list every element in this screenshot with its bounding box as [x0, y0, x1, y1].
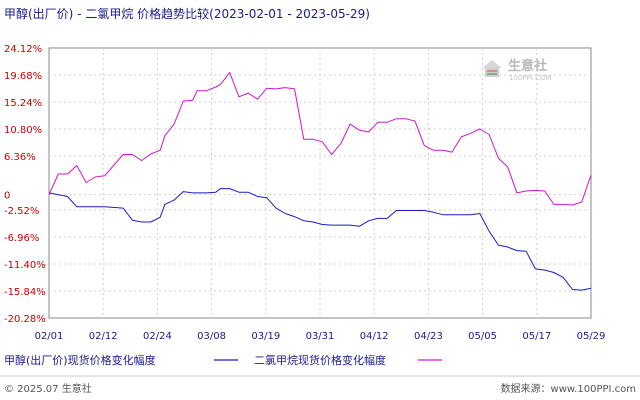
watermark-url: 100PPI.COM	[509, 74, 552, 82]
x-tick-label: 03/31	[306, 331, 335, 342]
x-tick-label: 02/24	[143, 331, 172, 342]
x-tick-label: 05/17	[522, 331, 551, 342]
x-axis-tick-labels: 02/01 02/12 02/24 03/08 03/19 03/31 04/12 04/23…	[35, 331, 606, 342]
house-logo-icon	[482, 60, 502, 68]
y-tick-label: 6.36%	[4, 152, 36, 163]
watermark-name: 生意社	[508, 58, 547, 74]
y-tick-label: -15.84%	[4, 287, 46, 298]
x-tick-label: 05/05	[468, 331, 497, 342]
series-line-dichloromethane	[48, 71, 592, 206]
x-tick-label: 03/19	[251, 331, 280, 342]
y-tick-label: -20.28%	[4, 314, 46, 325]
y-axis-tick-labels: 24.12% 19.68% 15.24% 10.80% 6.36% 0 -2.52% -6.9…	[4, 44, 46, 325]
y-tick-label: 0	[4, 191, 10, 202]
y-tick-label: 15.24%	[4, 98, 42, 109]
watermark: 生意社 100PPI.COM	[482, 58, 552, 82]
grid-lines	[49, 48, 591, 318]
footer-source: 数据来源：www.100PPI.com	[501, 382, 636, 395]
footer-copyright: © 2025.07 生意社	[4, 382, 92, 395]
legend-label-dichloromethane: 二氯甲烷现货价格变化幅度	[254, 353, 386, 367]
y-tick-label: 24.12%	[4, 44, 42, 55]
y-tick-label: -2.52%	[4, 206, 39, 217]
x-tick-label: 05/29	[577, 331, 606, 342]
x-tick-label: 04/23	[414, 331, 443, 342]
legend-label-methanol: 甲醇(出厂价)现货价格变化幅度	[4, 353, 156, 367]
series-lines	[48, 71, 592, 291]
x-tick-label: 02/01	[35, 331, 64, 342]
legend: 甲醇(出厂价)现货价格变化幅度 二氯甲烷现货价格变化幅度	[4, 353, 442, 367]
x-tick-label: 02/12	[89, 331, 118, 342]
y-tick-label: 10.80%	[4, 125, 42, 136]
y-tick-label: -6.96%	[4, 233, 39, 244]
chart-title: 甲醇(出厂价) - 二氯甲烷 价格趋势比较(2023-02-01 - 2023-…	[4, 6, 370, 21]
series-line-methanol	[48, 188, 592, 291]
x-tick-label: 03/08	[197, 331, 226, 342]
y-tick-label: -11.40%	[4, 260, 46, 271]
x-tick-label: 04/12	[360, 331, 389, 342]
y-tick-label: 19.68%	[4, 71, 42, 82]
house-logo-body	[485, 68, 499, 77]
